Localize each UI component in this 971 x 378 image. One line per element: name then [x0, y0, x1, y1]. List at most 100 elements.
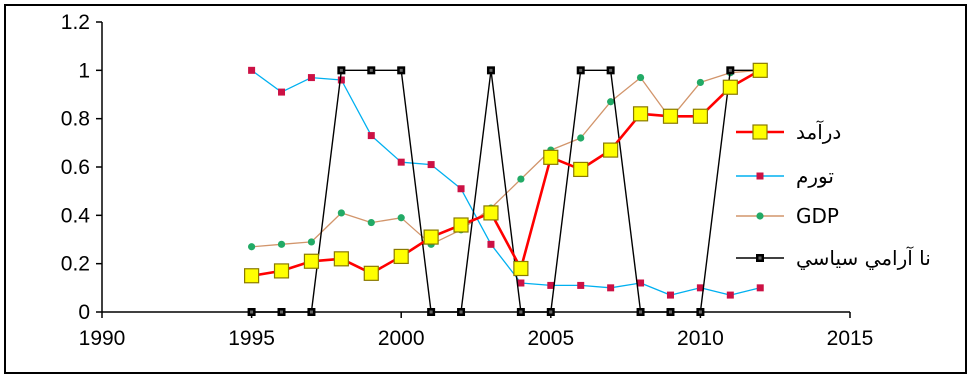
marker-core — [489, 68, 493, 72]
series-0 — [244, 62, 768, 284]
data-point — [363, 265, 379, 281]
x-tick-label: 1995 — [228, 327, 275, 350]
legend-entry-1: تورم — [736, 164, 834, 188]
legend-marker — [756, 254, 764, 262]
series-line — [251, 69, 761, 278]
y-tick-label: 0.4 — [61, 204, 91, 227]
data-point — [607, 98, 615, 106]
x-tick-label: 2000 — [378, 327, 425, 350]
series-2 — [248, 66, 764, 251]
x-tick-label: 2015 — [827, 327, 874, 350]
legend-label: تورم — [796, 164, 834, 188]
data-point — [307, 74, 315, 82]
data-point — [423, 229, 439, 245]
legend: درآمد تورم GDP نا آرامي سياسي — [736, 119, 931, 271]
marker-core — [758, 256, 762, 260]
data-point — [666, 308, 675, 316]
axes: 0 0.2 0.4 0.6 0.8 1 1.2 1990 1995 2000 2005 2010 201… — [61, 11, 874, 350]
data-point — [636, 308, 645, 316]
data-point — [337, 76, 345, 84]
data-point — [637, 279, 645, 287]
data-point — [576, 66, 585, 75]
data-point — [427, 308, 436, 316]
y-tick-label: 1 — [78, 59, 90, 82]
marker-core — [609, 68, 613, 72]
data-point — [577, 134, 585, 142]
data-point — [248, 243, 256, 251]
marker-core — [549, 310, 553, 314]
legend-label: درآمد — [796, 119, 841, 144]
data-point — [696, 78, 705, 87]
data-point — [278, 88, 286, 96]
data-point — [247, 308, 256, 316]
data-point — [273, 263, 290, 279]
data-point — [726, 291, 734, 299]
data-point — [546, 308, 555, 316]
series-line — [251, 69, 761, 296]
data-point — [607, 284, 615, 292]
data-point — [367, 132, 375, 140]
data-point — [517, 175, 525, 183]
data-point — [307, 238, 316, 246]
data-point — [517, 279, 525, 287]
data-point — [427, 161, 435, 169]
data-point — [573, 161, 589, 178]
data-point — [577, 281, 585, 289]
y-tick-label: 0.8 — [61, 108, 90, 131]
data-point — [397, 158, 405, 166]
data-point — [277, 240, 286, 248]
series-layer — [244, 62, 768, 316]
legend-marker — [756, 212, 764, 220]
data-point — [303, 253, 320, 269]
data-point — [307, 308, 316, 316]
marker-core — [579, 68, 583, 72]
marker-core — [250, 310, 254, 314]
marker-core — [519, 310, 523, 314]
legend-marker — [752, 124, 768, 140]
data-point — [696, 308, 705, 316]
data-point — [453, 217, 469, 233]
legend-entry-0: درآمد — [736, 119, 841, 144]
data-point — [457, 308, 466, 316]
marker-core — [728, 68, 732, 72]
data-point — [662, 108, 679, 124]
data-point — [726, 66, 735, 75]
marker-core — [698, 310, 702, 314]
data-point — [337, 209, 345, 217]
marker-core — [399, 68, 403, 72]
data-point — [722, 79, 738, 95]
data-point — [397, 214, 405, 222]
data-point — [632, 106, 649, 122]
line-chart: 0 0.2 0.4 0.6 0.8 1 1.2 1990 1995 2000 2005 2010 201… — [61, 11, 931, 350]
legend-entry-2: GDP — [736, 204, 839, 228]
series-3 — [247, 66, 765, 316]
series-1 — [248, 66, 764, 299]
data-point — [696, 284, 704, 292]
data-point — [337, 66, 346, 75]
data-point — [486, 66, 495, 75]
y-tick-label: 0.6 — [61, 156, 90, 179]
data-point — [483, 205, 499, 221]
data-point — [666, 291, 674, 299]
y-tick-label: 1.2 — [61, 11, 90, 34]
legend-marker — [756, 172, 764, 180]
data-point — [457, 185, 465, 193]
data-point — [248, 66, 256, 74]
series-line — [251, 69, 761, 248]
data-point — [606, 66, 615, 75]
data-point — [636, 73, 645, 82]
legend-entry-3: نا آرامي سياسي — [736, 245, 931, 271]
y-tick-label: 0 — [78, 301, 90, 324]
data-point — [513, 260, 529, 277]
legend-label: نا آرامي سياسي — [796, 245, 931, 271]
series-line — [251, 69, 761, 313]
data-point — [367, 66, 376, 75]
x-tick-label: 1990 — [79, 327, 126, 350]
data-point — [516, 308, 525, 316]
marker-core — [369, 68, 373, 72]
x-tick-label: 2010 — [677, 327, 724, 350]
data-point — [603, 142, 619, 158]
marker-core — [639, 310, 643, 314]
marker-core — [459, 310, 463, 314]
chart-frame: 0 0.2 0.4 0.6 0.8 1 1.2 1990 1995 2000 2005 2010 201… — [4, 4, 967, 374]
